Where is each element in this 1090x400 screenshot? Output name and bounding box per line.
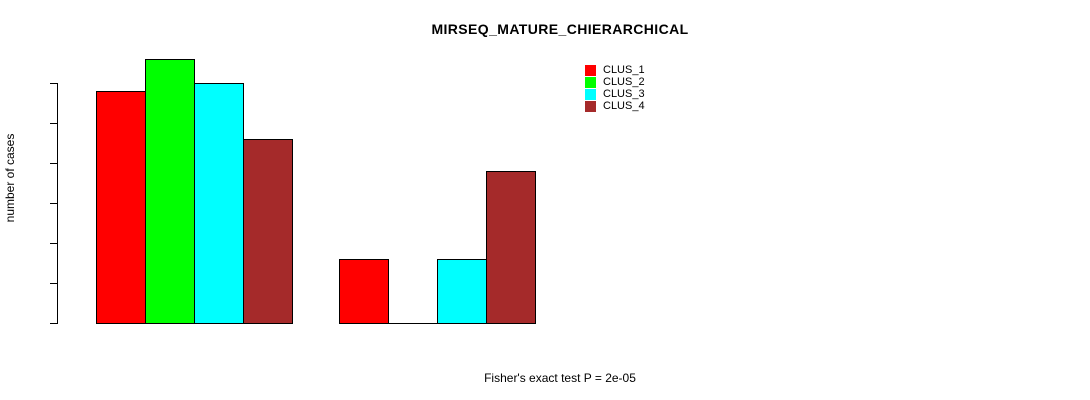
bar-clus_1-group2 <box>339 259 389 324</box>
y-axis-tick <box>50 243 57 244</box>
legend-swatch-clus_3 <box>585 88 596 100</box>
y-axis-label: number of cases <box>3 133 17 223</box>
legend-item-clus_1: CLUS_1 <box>585 64 645 76</box>
legend-item-clus_4: CLUS_4 <box>585 100 645 112</box>
y-axis-tick <box>50 323 57 324</box>
legend-item-clus_3: CLUS_3 <box>585 88 645 100</box>
bar-clus_2-group1 <box>145 59 195 324</box>
legend-item-clus_2: CLUS_2 <box>585 76 645 88</box>
legend-swatch-clus_4 <box>585 100 596 112</box>
legend-swatch-clus_1 <box>585 64 596 76</box>
y-axis-tick <box>50 163 57 164</box>
bar-clus_3-group2 <box>437 259 487 324</box>
fisher-test-annotation: Fisher's exact test P = 2e-05 <box>484 371 636 385</box>
legend-label: CLUS_4 <box>603 100 645 112</box>
bar-clus_4-group1 <box>243 139 293 324</box>
bar-clus_4-group2 <box>486 171 536 324</box>
legend-label: CLUS_2 <box>603 76 645 88</box>
legend: CLUS_1 CLUS_2 CLUS_3 CLUS_4 <box>585 64 645 112</box>
y-axis-line <box>57 83 58 324</box>
y-axis-tick <box>50 83 57 84</box>
y-axis-tick <box>50 203 57 204</box>
y-axis-tick <box>50 283 57 284</box>
chart-title: MIRSEQ_MATURE_CHIERARCHICAL <box>431 21 689 37</box>
bar-clus_3-group1 <box>194 83 244 324</box>
legend-swatch-clus_2 <box>585 76 596 88</box>
legend-label: CLUS_3 <box>603 88 645 100</box>
y-axis-tick <box>50 123 57 124</box>
legend-label: CLUS_1 <box>603 64 645 76</box>
bar-clus_2-group2-zero <box>388 323 438 324</box>
bar-clus_1-group1 <box>96 91 146 324</box>
